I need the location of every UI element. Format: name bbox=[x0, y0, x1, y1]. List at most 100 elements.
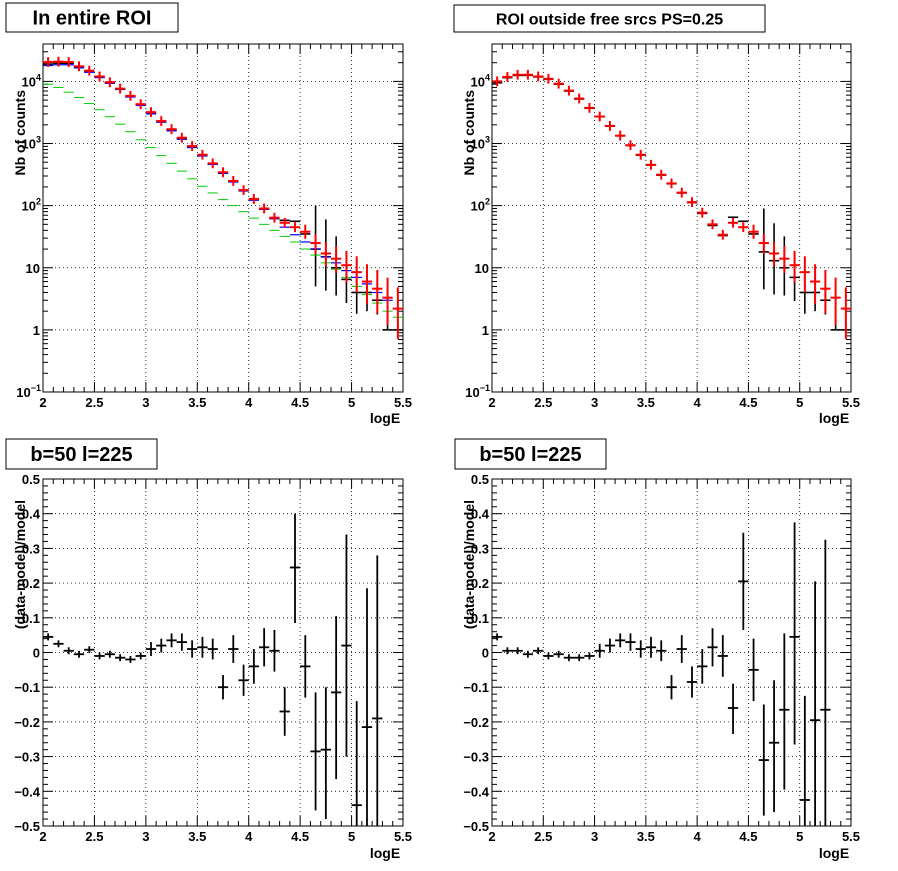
data-point bbox=[197, 149, 208, 160]
x-tick-label: 2.5 bbox=[85, 395, 103, 410]
y-tick-label: 10−1 bbox=[16, 383, 41, 400]
data-point bbox=[522, 69, 534, 80]
data-point bbox=[830, 277, 841, 326]
x-tick-label: 2 bbox=[488, 829, 495, 844]
y-axis-title: Nb of counts bbox=[461, 90, 477, 176]
data-point bbox=[799, 256, 810, 293]
data-point bbox=[748, 224, 759, 239]
data-point bbox=[543, 73, 554, 84]
plot-frame bbox=[42, 43, 404, 393]
x-tick-label: 5.5 bbox=[842, 395, 860, 410]
data-point bbox=[533, 71, 544, 82]
data-point bbox=[176, 633, 187, 651]
data-point bbox=[279, 687, 290, 736]
y-tick-label: 0.5 bbox=[471, 472, 489, 487]
x-tick-label: 5 bbox=[348, 395, 355, 410]
y-tick-label: 1 bbox=[482, 323, 489, 338]
data-point bbox=[574, 654, 585, 662]
data-point bbox=[145, 642, 157, 656]
x-tick-label: 3 bbox=[142, 829, 149, 844]
x-tick-label: 3 bbox=[142, 395, 149, 410]
data-point bbox=[135, 99, 146, 110]
x-axis-title: logE bbox=[370, 845, 400, 861]
data-point bbox=[320, 687, 331, 820]
data-point bbox=[738, 532, 749, 630]
chart-title-box bbox=[453, 4, 766, 33]
data-point bbox=[217, 167, 229, 178]
data-point bbox=[779, 246, 790, 273]
y-tick-label: 0.4 bbox=[471, 507, 490, 522]
data-point bbox=[351, 256, 362, 293]
x-tick-label: 5 bbox=[796, 829, 803, 844]
y-tick-label: 0.2 bbox=[22, 576, 40, 591]
data-point bbox=[604, 638, 616, 653]
data-point bbox=[768, 680, 780, 813]
chart-title-box bbox=[5, 438, 158, 470]
data-point bbox=[104, 77, 115, 88]
data-point bbox=[574, 93, 585, 104]
data-point bbox=[115, 654, 126, 662]
data-point bbox=[799, 695, 810, 826]
data-point bbox=[553, 78, 564, 89]
data-point bbox=[686, 197, 698, 208]
y-tick-label: −0.3 bbox=[463, 750, 489, 765]
data-point bbox=[73, 650, 85, 658]
chart-title: In entire ROI bbox=[33, 8, 152, 30]
data-point bbox=[789, 522, 800, 745]
data-point bbox=[758, 233, 769, 254]
x-tick-label: 4 bbox=[245, 829, 253, 844]
data-point bbox=[135, 652, 146, 660]
y-tick-label: 0 bbox=[482, 646, 489, 661]
data-point bbox=[372, 270, 383, 314]
x-tick-label: 2 bbox=[39, 395, 46, 410]
data-point bbox=[779, 633, 790, 790]
data-point bbox=[635, 640, 646, 658]
x-tick-label: 5.5 bbox=[394, 395, 412, 410]
data-point bbox=[351, 701, 362, 826]
data-point bbox=[645, 636, 657, 658]
data-point bbox=[300, 224, 311, 239]
y-tick-label: 104 bbox=[471, 72, 490, 89]
data-point bbox=[522, 650, 534, 658]
x-tick-label: 5 bbox=[348, 829, 355, 844]
x-tick-label: 2 bbox=[39, 829, 46, 844]
data-point bbox=[635, 149, 646, 160]
x-tick-label: 5.5 bbox=[394, 829, 412, 844]
x-tick-label: 4.5 bbox=[291, 395, 309, 410]
data-point bbox=[809, 264, 821, 305]
y-tick-label: 102 bbox=[22, 197, 41, 214]
data-point bbox=[676, 187, 687, 198]
series-1 bbox=[43, 513, 383, 826]
y-tick-label: 10−1 bbox=[465, 383, 490, 400]
x-tick-label: 2.5 bbox=[534, 829, 552, 844]
y-tick-label: −0.1 bbox=[14, 680, 40, 695]
data-point bbox=[94, 71, 105, 82]
data-point bbox=[84, 646, 95, 654]
chart-title: b=50 l=225 bbox=[479, 444, 581, 466]
data-point bbox=[145, 107, 157, 118]
data-point bbox=[156, 116, 167, 126]
data-point bbox=[320, 242, 331, 267]
x-tick-label: 5.5 bbox=[842, 829, 860, 844]
x-tick-label: 3 bbox=[591, 395, 598, 410]
chart-panel-4: 2 2.5 3 3.5 4 4.5 5 5.5 −0.5 −0.4 −0.3 −0.2 −0.1 0 0.1… bbox=[454, 438, 860, 861]
y-tick-label: −0.1 bbox=[463, 680, 489, 695]
data-point bbox=[84, 65, 95, 76]
chart-title: b=50 l=225 bbox=[30, 444, 132, 466]
data-point bbox=[187, 141, 198, 151]
data-point bbox=[73, 61, 85, 72]
data-point bbox=[53, 640, 64, 648]
data-point bbox=[238, 664, 249, 696]
data-point bbox=[768, 242, 780, 267]
data-point bbox=[594, 643, 605, 658]
data-point bbox=[166, 124, 177, 135]
data-point bbox=[228, 176, 239, 186]
data-point bbox=[382, 277, 393, 326]
data-point bbox=[502, 72, 513, 82]
data-point bbox=[341, 534, 352, 757]
grid bbox=[492, 479, 851, 826]
data-point bbox=[512, 647, 523, 655]
x-tick-label: 3.5 bbox=[188, 395, 206, 410]
